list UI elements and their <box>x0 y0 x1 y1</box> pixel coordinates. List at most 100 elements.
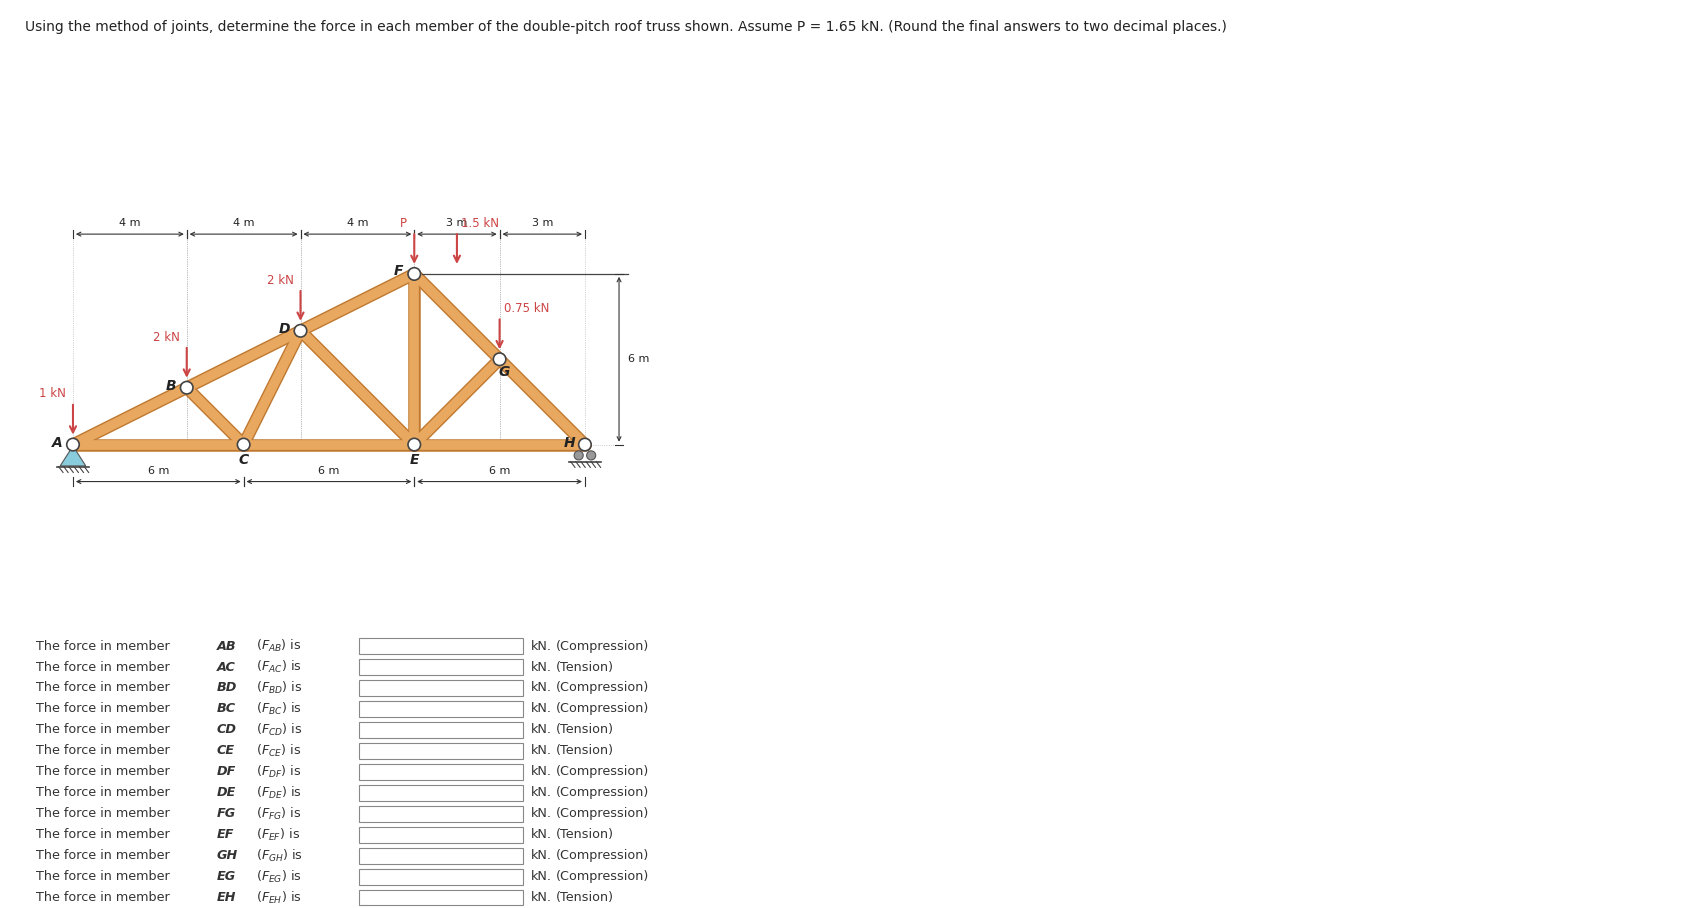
Circle shape <box>408 268 421 281</box>
Text: 4 m: 4 m <box>232 219 254 229</box>
Text: 6 m: 6 m <box>318 466 340 476</box>
Text: The force in member: The force in member <box>37 724 173 736</box>
Text: 0.75 kN: 0.75 kN <box>504 302 549 315</box>
Text: ($F_{AB}$) is: ($F_{AB}$) is <box>253 638 301 654</box>
Text: ($F_{DF}$) is: ($F_{DF}$) is <box>253 764 301 780</box>
Text: (Tension): (Tension) <box>556 724 615 736</box>
Text: The force in member: The force in member <box>37 765 173 778</box>
Text: ($F_{EH}$) is: ($F_{EH}$) is <box>253 890 301 905</box>
Text: ($F_{BD}$) is: ($F_{BD}$) is <box>253 680 301 696</box>
Circle shape <box>237 439 249 451</box>
Text: The force in member: The force in member <box>37 660 173 674</box>
Text: D: D <box>280 322 291 336</box>
Text: EG: EG <box>217 870 236 883</box>
Text: E: E <box>409 453 419 468</box>
Text: kN.: kN. <box>530 870 552 883</box>
Circle shape <box>180 381 194 394</box>
Text: Using the method of joints, determine the force in each member of the double-pit: Using the method of joints, determine th… <box>25 20 1228 34</box>
Text: The force in member: The force in member <box>37 703 173 716</box>
Text: 3 m: 3 m <box>532 219 552 229</box>
Text: 1.5 kN: 1.5 kN <box>461 217 498 230</box>
Text: P: P <box>401 217 408 230</box>
Text: The force in member: The force in member <box>37 807 173 820</box>
Text: (Tension): (Tension) <box>556 660 615 674</box>
Text: kN.: kN. <box>530 724 552 736</box>
Text: The force in member: The force in member <box>37 786 173 799</box>
Text: kN.: kN. <box>530 786 552 799</box>
Circle shape <box>408 439 421 451</box>
Text: The force in member: The force in member <box>37 828 173 841</box>
Text: (Compression): (Compression) <box>556 639 650 653</box>
Circle shape <box>493 353 505 366</box>
FancyBboxPatch shape <box>359 743 524 759</box>
Text: ($F_{AC}$) is: ($F_{AC}$) is <box>253 659 301 675</box>
Text: 4 m: 4 m <box>347 219 369 229</box>
Text: 2 kN: 2 kN <box>153 331 180 343</box>
Text: 3 m: 3 m <box>446 219 468 229</box>
Text: kN.: kN. <box>530 765 552 778</box>
Text: The force in member: The force in member <box>37 745 173 757</box>
FancyBboxPatch shape <box>359 701 524 717</box>
Text: DE: DE <box>217 786 236 799</box>
Text: AC: AC <box>217 660 236 674</box>
Text: (Compression): (Compression) <box>556 703 650 716</box>
Circle shape <box>586 451 596 460</box>
Text: FG: FG <box>217 807 236 820</box>
Text: DF: DF <box>217 765 236 778</box>
Text: (Compression): (Compression) <box>556 682 650 695</box>
FancyBboxPatch shape <box>359 638 524 654</box>
FancyBboxPatch shape <box>359 659 524 675</box>
Text: G: G <box>498 365 510 379</box>
FancyBboxPatch shape <box>359 826 524 843</box>
Text: 1 kN: 1 kN <box>39 388 66 400</box>
Circle shape <box>579 439 591 451</box>
Text: The force in member: The force in member <box>37 849 173 862</box>
Text: F: F <box>394 264 404 278</box>
Circle shape <box>295 324 306 337</box>
Text: ($F_{EF}$) is: ($F_{EF}$) is <box>253 826 300 843</box>
Text: ($F_{BC}$) is: ($F_{BC}$) is <box>253 701 301 717</box>
Text: The force in member: The force in member <box>37 891 173 904</box>
Text: ($F_{CE}$) is: ($F_{CE}$) is <box>253 743 301 759</box>
Text: The force in member: The force in member <box>37 639 173 653</box>
Text: EH: EH <box>217 891 236 904</box>
Text: 4 m: 4 m <box>120 219 140 229</box>
Text: The force in member: The force in member <box>37 682 173 695</box>
Text: (Compression): (Compression) <box>556 870 650 883</box>
Text: (Tension): (Tension) <box>556 828 615 841</box>
FancyBboxPatch shape <box>359 869 524 884</box>
Text: kN.: kN. <box>530 745 552 757</box>
FancyBboxPatch shape <box>359 680 524 696</box>
Text: CD: CD <box>217 724 237 736</box>
FancyBboxPatch shape <box>359 848 524 864</box>
Text: AB: AB <box>217 639 236 653</box>
Text: EF: EF <box>217 828 234 841</box>
Text: kN.: kN. <box>530 660 552 674</box>
FancyBboxPatch shape <box>359 890 524 905</box>
Text: A: A <box>52 436 62 450</box>
Text: kN.: kN. <box>530 828 552 841</box>
Text: GH: GH <box>217 849 237 862</box>
Text: ($F_{DE}$) is: ($F_{DE}$) is <box>253 785 301 801</box>
Text: kN.: kN. <box>530 682 552 695</box>
Text: The force in member: The force in member <box>37 870 173 883</box>
FancyBboxPatch shape <box>359 805 524 822</box>
Text: kN.: kN. <box>530 807 552 820</box>
Text: (Compression): (Compression) <box>556 765 650 778</box>
Text: kN.: kN. <box>530 639 552 653</box>
Text: ($F_{EG}$) is: ($F_{EG}$) is <box>253 869 301 884</box>
Text: BD: BD <box>217 682 237 695</box>
Text: B: B <box>165 380 177 393</box>
Text: (Tension): (Tension) <box>556 891 615 904</box>
Circle shape <box>67 439 79 451</box>
FancyBboxPatch shape <box>359 785 524 801</box>
Text: (Compression): (Compression) <box>556 807 650 820</box>
Text: (Tension): (Tension) <box>556 745 615 757</box>
Text: CE: CE <box>217 745 236 757</box>
Circle shape <box>574 451 583 460</box>
Text: 6 m: 6 m <box>488 466 510 476</box>
Text: kN.: kN. <box>530 849 552 862</box>
Polygon shape <box>61 446 86 466</box>
Text: kN.: kN. <box>530 891 552 904</box>
Text: kN.: kN. <box>530 703 552 716</box>
